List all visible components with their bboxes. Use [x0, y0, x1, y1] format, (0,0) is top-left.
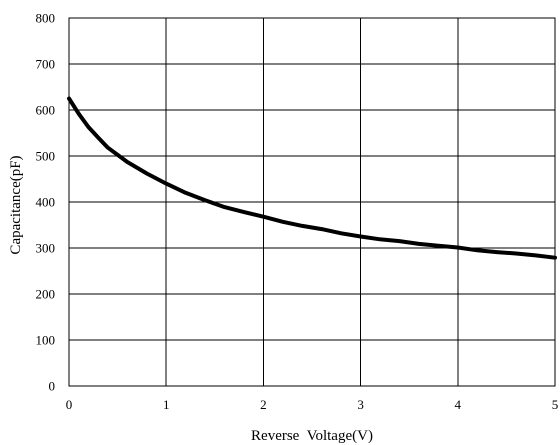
y-tick-label: 500 — [36, 149, 56, 164]
y-tick-label: 600 — [36, 103, 56, 118]
y-tick-label: 200 — [36, 287, 56, 302]
plot-frame — [68, 17, 556, 387]
capacitance-curve — [67, 96, 557, 260]
x-tick-label: 5 — [552, 397, 559, 412]
x-tick-label: 4 — [455, 397, 462, 412]
y-tick-label: 400 — [36, 195, 56, 210]
x-tick-label: 0 — [66, 397, 73, 412]
y-tick-label: 700 — [36, 57, 56, 72]
grid — [69, 18, 555, 386]
y-tick-label: 300 — [36, 241, 56, 256]
y-tick-labels: 0 100 200 300 400 500 600 700 800 — [36, 11, 56, 394]
x-axis-label: Reverse Voltage(V) — [251, 428, 373, 444]
x-tick-label: 3 — [357, 397, 364, 412]
x-tick-label: 1 — [163, 397, 170, 412]
y-tick-label: 800 — [36, 11, 56, 26]
y-tick-label: 0 — [49, 379, 56, 394]
y-tick-label: 100 — [36, 333, 56, 348]
y-axis-label: Capacitance(pF) — [8, 155, 24, 254]
x-tick-label: 2 — [260, 397, 267, 412]
x-tick-labels: 0 1 2 3 4 5 — [66, 397, 559, 412]
